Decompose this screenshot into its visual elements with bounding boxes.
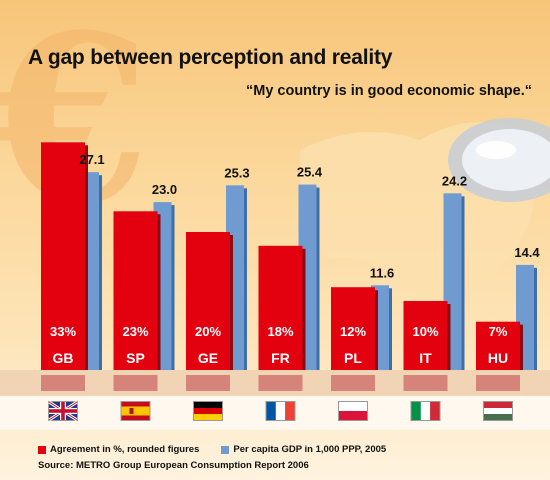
category-label: HU: [488, 350, 508, 366]
agreement-value-label: 33%: [50, 324, 76, 339]
agreement-bar-fr: [258, 245, 303, 370]
category-label: GB: [53, 350, 74, 366]
agreement-value-label: 10%: [412, 324, 438, 339]
category-band-segment: [41, 375, 85, 391]
agreement-value-label: 7%: [489, 324, 508, 339]
source-note: Source: METRO Group European Consumption…: [38, 460, 309, 471]
agreement-bar-it: [403, 301, 448, 370]
agreement-value-label: 12%: [340, 324, 366, 339]
gdp-value-label: 24.2: [442, 173, 467, 188]
gdp-value-label: 25.4: [297, 165, 323, 180]
legend-item-gdp: Per capita GDP in 1,000 PPP, 2005: [221, 444, 386, 455]
agreement-value-label: 23%: [122, 324, 148, 339]
legend: Agreement in %, rounded figures Per capi…: [38, 444, 386, 455]
germany-flag-icon: [193, 401, 223, 421]
italy-flag-icon: [410, 401, 441, 421]
category-label: GE: [198, 350, 218, 366]
agreement-bar-gb: [41, 142, 85, 370]
agreement-value-label: 18%: [267, 324, 293, 339]
agreement-bar-hu: [476, 321, 520, 370]
category-label: FR: [271, 350, 290, 366]
legend-label-gdp: Per capita GDP in 1,000 PPP, 2005: [233, 444, 387, 455]
legend-label-agreement: Agreement in %, rounded figures: [50, 444, 200, 455]
chart-subtitle: “My country is in good economic shape.“: [245, 83, 532, 99]
gdp-value-label: 11.6: [370, 265, 395, 280]
gdp-value-label: 27.1: [79, 152, 104, 167]
legend-swatch-gdp: [221, 445, 230, 454]
bars-group: 27.1 33% GB 23.0 23% SP 25.3 20% GE 25.4 18% FR 11.6…: [41, 142, 540, 422]
legend-item-agreement: Agreement in %, rounded figures: [38, 444, 199, 455]
uk-flag-icon: [48, 400, 78, 422]
magnifier-icon: [448, 118, 550, 202]
category-label: SP: [126, 350, 145, 366]
category-label: IT: [419, 350, 432, 366]
gdp-value-label: 25.3: [224, 165, 249, 180]
gdp-value-label: 14.4: [514, 245, 540, 260]
category-band-segment: [331, 375, 375, 391]
category-band-segment: [476, 375, 520, 391]
category-band-segment: [403, 375, 448, 391]
agreement-value-label: 20%: [195, 324, 221, 339]
category-band-segment: [113, 375, 158, 391]
agreement-bar-sp: [113, 211, 158, 370]
category-band-segment: [186, 375, 230, 391]
hungary-flag-icon: [483, 401, 513, 421]
category-label: PL: [344, 350, 362, 366]
agreement-bar-pl: [331, 287, 375, 370]
chart-title: A gap between perception and reality: [28, 46, 393, 69]
agreement-bar-ge: [186, 232, 230, 370]
spain-flag-icon: [120, 401, 151, 421]
gdp-value-label: 23.0: [152, 182, 177, 197]
poland-flag-icon: [338, 401, 368, 421]
category-band-segment: [258, 375, 303, 391]
legend-swatch-agreement: [38, 445, 46, 454]
france-flag-icon: [265, 401, 296, 421]
